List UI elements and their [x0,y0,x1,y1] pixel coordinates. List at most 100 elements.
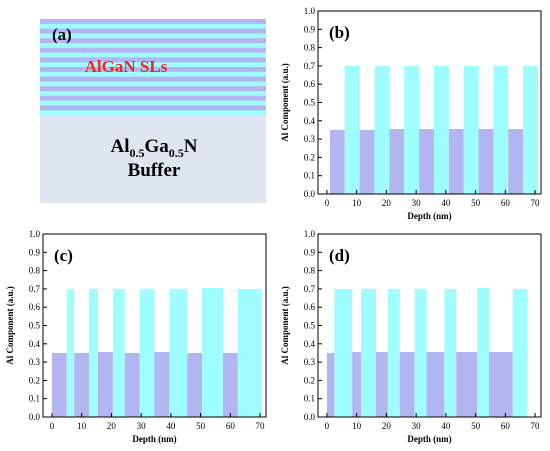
chart-panel-b: 0.0 0.1 0.2 0.3 0.4 0.5 0.6 0.7 0.8 0.9 1.0 0 10 20 30… [280,6,542,221]
x-tick-label: 50 [471,421,481,431]
x-tick-label: 10 [352,421,362,431]
x-tick-label: 40 [441,198,451,208]
buffer-label: Buffer [128,160,181,181]
y-tick-label: 0.9 [29,247,41,257]
y-tick-label: 0.6 [29,302,41,312]
x-tick-label: 30 [137,421,147,431]
x-tick-label: 40 [166,421,176,431]
y-tick-label: 0.5 [29,321,41,331]
x-tick-label: 70 [531,198,541,208]
y-tick-label: 0.6 [304,302,316,312]
x-axis-label: Depth (nm) [132,434,176,444]
y-axis-label: Al Component (a.u.) [280,63,290,142]
sl-stripe [40,38,266,44]
y-tick-label: 0.3 [29,357,41,367]
bar-low-al [98,352,113,417]
y-tick-label: 1.0 [304,229,316,239]
bar-high-al [414,288,427,417]
bar-high-al [433,65,449,195]
x-tick-label: 20 [382,421,392,431]
bar-low-al [51,352,67,417]
bar-high-al [374,65,390,195]
y-tick-label: 0.0 [304,189,316,199]
bar-high-al [237,288,262,417]
y-axis-label: Al Component (a.u.) [280,286,290,365]
bar-low-al [74,352,90,417]
bar-low-al [124,352,140,417]
y-axis-label: Al Component (a.u.) [5,286,15,365]
bar-high-al [334,288,353,417]
y-tick-label: 0.8 [304,266,316,276]
sl-stripe [40,57,266,63]
y-tick-label: 0.0 [29,412,41,422]
y-tick-label: 0.3 [304,134,316,144]
y-tick-label: 0.9 [304,247,316,257]
y-tick-label: 0.8 [29,266,41,276]
sl-stripe [40,28,266,34]
y-tick-label: 0.5 [304,321,316,331]
bar-high-al [444,288,457,417]
x-tick-label: 0 [325,421,330,431]
bar-low-al [326,352,335,417]
y-tick-label: 0.8 [304,43,316,53]
y-tick-label: 0.6 [304,79,316,89]
bar-high-al [463,65,479,195]
sls-label: AlGaN SLs [85,57,168,76]
x-tick-label: 40 [441,421,451,431]
y-tick-label: 1.0 [29,229,41,239]
buffer-layer [40,115,266,203]
y-tick-label: 0.4 [29,339,41,349]
panel-label: (b) [329,23,350,42]
bar-high-al [387,288,400,417]
sl-stripe [40,62,266,68]
bar-low-al [426,352,445,417]
panel-label: (c) [54,246,73,265]
panel-label: (d) [329,246,350,265]
y-tick-label: 0.2 [29,375,40,385]
y-tick-label: 0.5 [304,98,316,108]
bar-high-al [169,288,188,417]
bar-high-al [493,65,509,195]
bar-low-al [488,352,513,417]
x-tick-label: 10 [77,421,87,431]
y-tick-label: 0.1 [29,394,40,404]
sl-stripe [40,47,266,53]
bar-low-al [389,129,405,194]
sl-stripe [40,19,266,25]
buffer-composition-label: Al0.5Ga0.5N [110,136,197,160]
y-tick-label: 0.7 [304,61,316,71]
x-tick-label: 70 [531,421,541,431]
x-tick-label: 0 [50,421,55,431]
bar-high-al [139,288,155,417]
bar-low-al [352,352,362,417]
bar-low-al [456,352,478,417]
chart-panel-d: 0.0 0.1 0.2 0.3 0.4 0.5 0.6 0.7 0.8 0.9 1.0 0 10 20 30… [280,229,542,444]
bar-low-al [329,129,345,194]
bar-high-al [89,288,99,417]
y-tick-label: 0.0 [304,412,316,422]
chart-panel-c: 0.0 0.1 0.2 0.3 0.4 0.5 0.6 0.7 0.8 0.9 1.0 0 10 20 30… [5,229,267,444]
bar-low-al [154,352,170,417]
bar-low-al [222,352,238,417]
bar-low-al [508,129,524,194]
bar-low-al [187,352,203,417]
x-tick-label: 0 [325,198,330,208]
y-tick-label: 0.4 [304,116,316,126]
x-tick-label: 50 [196,421,206,431]
x-axis-label: Depth (nm) [407,434,451,444]
y-tick-label: 0.7 [29,284,41,294]
sl-stripe [40,95,266,101]
bar-high-al [361,288,376,417]
sl-stripe [40,100,266,106]
bar-high-al [404,65,420,195]
bar-low-al [478,129,494,194]
structure-schematic: (a) AlGaN SLs Al0.5Ga0.5N Buffer [40,19,266,203]
y-tick-label: 0.3 [304,357,316,367]
x-axis-label: Depth (nm) [407,211,451,221]
bar-low-al [375,352,388,417]
bar-high-al [512,288,528,417]
y-tick-label: 0.7 [304,284,316,294]
bar-high-al [66,288,75,417]
bar-high-al [477,287,489,417]
